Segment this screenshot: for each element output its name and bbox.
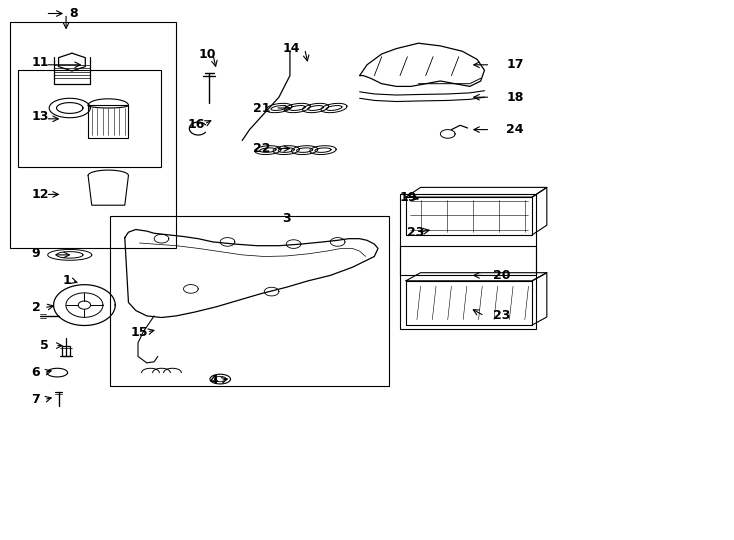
Text: 7: 7 — [32, 393, 40, 406]
Text: 23: 23 — [493, 309, 511, 322]
Bar — [10, 22, 176, 248]
Text: 12: 12 — [32, 188, 49, 201]
Text: 1: 1 — [62, 274, 71, 287]
Text: 19: 19 — [400, 191, 418, 204]
Text: 11: 11 — [32, 56, 49, 69]
Text: 23: 23 — [407, 226, 425, 239]
Text: 8: 8 — [70, 7, 79, 20]
Text: 16: 16 — [187, 118, 205, 131]
Bar — [400, 246, 536, 329]
Text: 4: 4 — [209, 374, 218, 387]
Text: 13: 13 — [32, 110, 49, 123]
Bar — [18, 70, 161, 167]
Text: 6: 6 — [32, 366, 40, 379]
Bar — [110, 216, 389, 386]
Text: 21: 21 — [253, 102, 271, 114]
Bar — [400, 194, 536, 275]
Text: 24: 24 — [506, 123, 524, 136]
Text: 22: 22 — [253, 142, 271, 155]
Text: 10: 10 — [198, 48, 216, 60]
Text: 15: 15 — [131, 326, 148, 339]
Text: 9: 9 — [32, 247, 40, 260]
Text: 2: 2 — [32, 301, 40, 314]
Text: 20: 20 — [493, 269, 511, 282]
Text: 14: 14 — [283, 42, 300, 55]
Text: 18: 18 — [506, 91, 524, 104]
Text: 5: 5 — [40, 339, 49, 352]
Text: 3: 3 — [283, 212, 291, 225]
Text: 17: 17 — [506, 58, 524, 71]
